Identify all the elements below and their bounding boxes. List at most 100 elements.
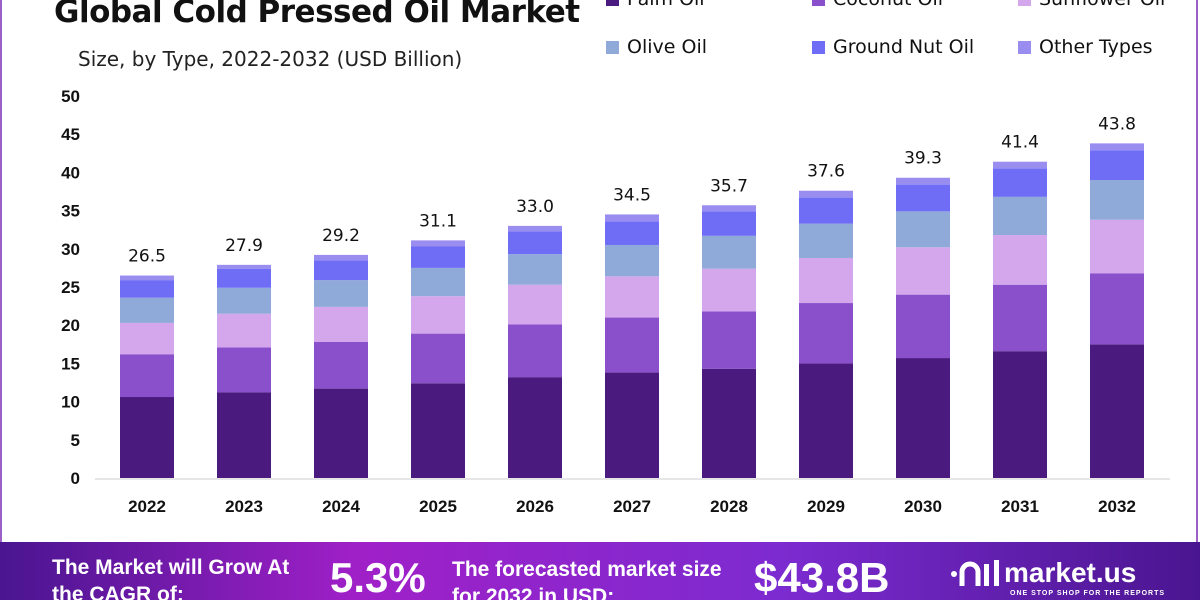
total-label: 33.0 (516, 197, 554, 217)
total-label: 34.5 (613, 185, 651, 205)
legend-label: Ground Nut Oil (833, 36, 975, 58)
x-tick-label: 2026 (516, 497, 554, 516)
y-tick-label: 25 (61, 278, 80, 297)
legend-label: Coconut Oil (833, 0, 943, 10)
y-tick-label: 20 (61, 316, 80, 335)
bar-segment-sunflower-oil (314, 306, 368, 343)
forecast-label: The forecasted market size for 2032 in U… (452, 558, 722, 608)
bar-segment-palm-oil (799, 363, 853, 478)
x-tick-label: 2023 (225, 497, 263, 516)
bar-segment-other-types (314, 254, 368, 261)
legend-label: Olive Oil (627, 36, 707, 58)
y-tick-label: 50 (61, 87, 80, 106)
bar-segment-coconut-oil (799, 303, 853, 364)
bar-segment-ground-nut-oil (605, 221, 659, 245)
bar-segment-ground-nut-oil (1090, 150, 1144, 181)
bar-segment-olive-oil (702, 235, 756, 269)
bar-segment-palm-oil (1090, 344, 1144, 478)
bar-segment-other-types (896, 177, 950, 185)
legend-swatch (606, 0, 619, 6)
bar-segment-olive-oil (896, 211, 950, 248)
total-label: 29.2 (322, 226, 360, 246)
x-tick-label: 2025 (419, 497, 457, 516)
bar-segment-palm-oil (508, 377, 562, 478)
bar-segment-sunflower-oil (411, 296, 465, 334)
legend-item: Sunflower Oil (1018, 0, 1188, 10)
legend-swatch (1018, 40, 1031, 54)
bar-segment-olive-oil (799, 223, 853, 258)
bar-segment-sunflower-oil (217, 313, 271, 348)
bar-segment-ground-nut-oil (217, 268, 271, 288)
bar-segment-ground-nut-oil (508, 231, 562, 255)
chart-subtitle: Size, by Type, 2022-2032 (USD Billion) (78, 47, 463, 71)
legend-item: Coconut Oil (812, 0, 1018, 10)
x-tick-label: 2032 (1098, 497, 1136, 516)
bar-segment-other-types (1090, 143, 1144, 151)
legend-label: Other Types (1039, 36, 1153, 58)
bar-segment-ground-nut-oil (799, 197, 853, 224)
legend-label: Palm Oil (627, 0, 705, 10)
total-label: 27.9 (225, 236, 263, 256)
bar-segment-other-types (217, 264, 271, 269)
x-tick-label: 2031 (1001, 497, 1039, 516)
logo-tagline: ONE STOP SHOP FOR THE REPORTS (1010, 590, 1166, 597)
legend-label: Sunflower Oil (1039, 0, 1165, 10)
x-tick-label: 2027 (613, 497, 651, 516)
y-tick-label: 45 (61, 125, 80, 144)
y-tick-label: 35 (61, 202, 80, 221)
cagr-value: 5.3% (330, 554, 426, 601)
bar-segment-sunflower-oil (799, 257, 853, 304)
legend-item: Palm Oil (606, 0, 812, 10)
legend-item: Other Types (1018, 36, 1188, 58)
bar-segment-coconut-oil (702, 311, 756, 369)
total-label: 26.5 (128, 247, 166, 267)
y-tick-label: 0 (71, 469, 80, 488)
bar-segment-palm-oil (217, 392, 271, 478)
bar-segment-palm-oil (314, 388, 368, 478)
bar-segment-coconut-oil (120, 354, 174, 398)
total-label: 37.6 (807, 162, 845, 182)
bar-segment-other-types (411, 240, 465, 247)
bar-segment-coconut-oil (1090, 273, 1144, 345)
y-tick-label: 5 (71, 431, 80, 450)
x-tick-label: 2030 (904, 497, 942, 516)
legend: Palm Oil Coconut Oil Sunflower Oil Olive Oi… (606, 0, 1186, 58)
bar-segment-other-types (605, 214, 659, 222)
x-tick-label: 2022 (128, 497, 166, 516)
forecast-value: $43.8B (754, 554, 890, 601)
summary-banner: The Market will Grow At the CAGR of: 5.3… (0, 542, 1200, 608)
bar-segment-olive-oil (314, 280, 368, 307)
bar-segment-other-types (993, 161, 1047, 169)
bar-segment-ground-nut-oil (702, 211, 756, 236)
bar-segment-other-types (799, 190, 853, 198)
bar-segment-ground-nut-oil (411, 246, 465, 268)
bar-segment-palm-oil (896, 358, 950, 478)
bar-segment-ground-nut-oil (314, 260, 368, 281)
legend-item: Ground Nut Oil (812, 36, 1018, 58)
total-label: 35.7 (710, 176, 748, 196)
bar-segment-palm-oil (120, 397, 174, 478)
x-tick-label: 2028 (710, 497, 748, 516)
bar-segment-palm-oil (993, 351, 1047, 478)
stacked-bar-chart: 0510152025303540455026.5202227.9202329.2… (61, 87, 1170, 516)
bar-segment-olive-oil (993, 196, 1047, 236)
bar-segment-coconut-oil (605, 317, 659, 373)
bar-segment-other-types (120, 275, 174, 281)
bar-segment-other-types (508, 225, 562, 232)
x-tick-label: 2029 (807, 497, 845, 516)
bar-segment-olive-oil (411, 267, 465, 297)
y-tick-label: 30 (61, 240, 80, 259)
y-tick-label: 10 (61, 393, 80, 412)
logo-name: market.us (1004, 557, 1137, 588)
bar-segment-olive-oil (605, 244, 659, 277)
bar-segment-olive-oil (508, 254, 562, 285)
bar-segment-palm-oil (411, 383, 465, 478)
bar-segment-coconut-oil (896, 294, 950, 359)
bar-segment-sunflower-oil (605, 276, 659, 318)
bar-segment-ground-nut-oil (896, 184, 950, 212)
y-tick-label: 15 (61, 354, 80, 373)
bar-segment-sunflower-oil (896, 247, 950, 295)
bar-segment-olive-oil (1090, 180, 1144, 220)
bar-segment-coconut-oil (993, 284, 1047, 352)
bar-segment-coconut-oil (508, 324, 562, 378)
